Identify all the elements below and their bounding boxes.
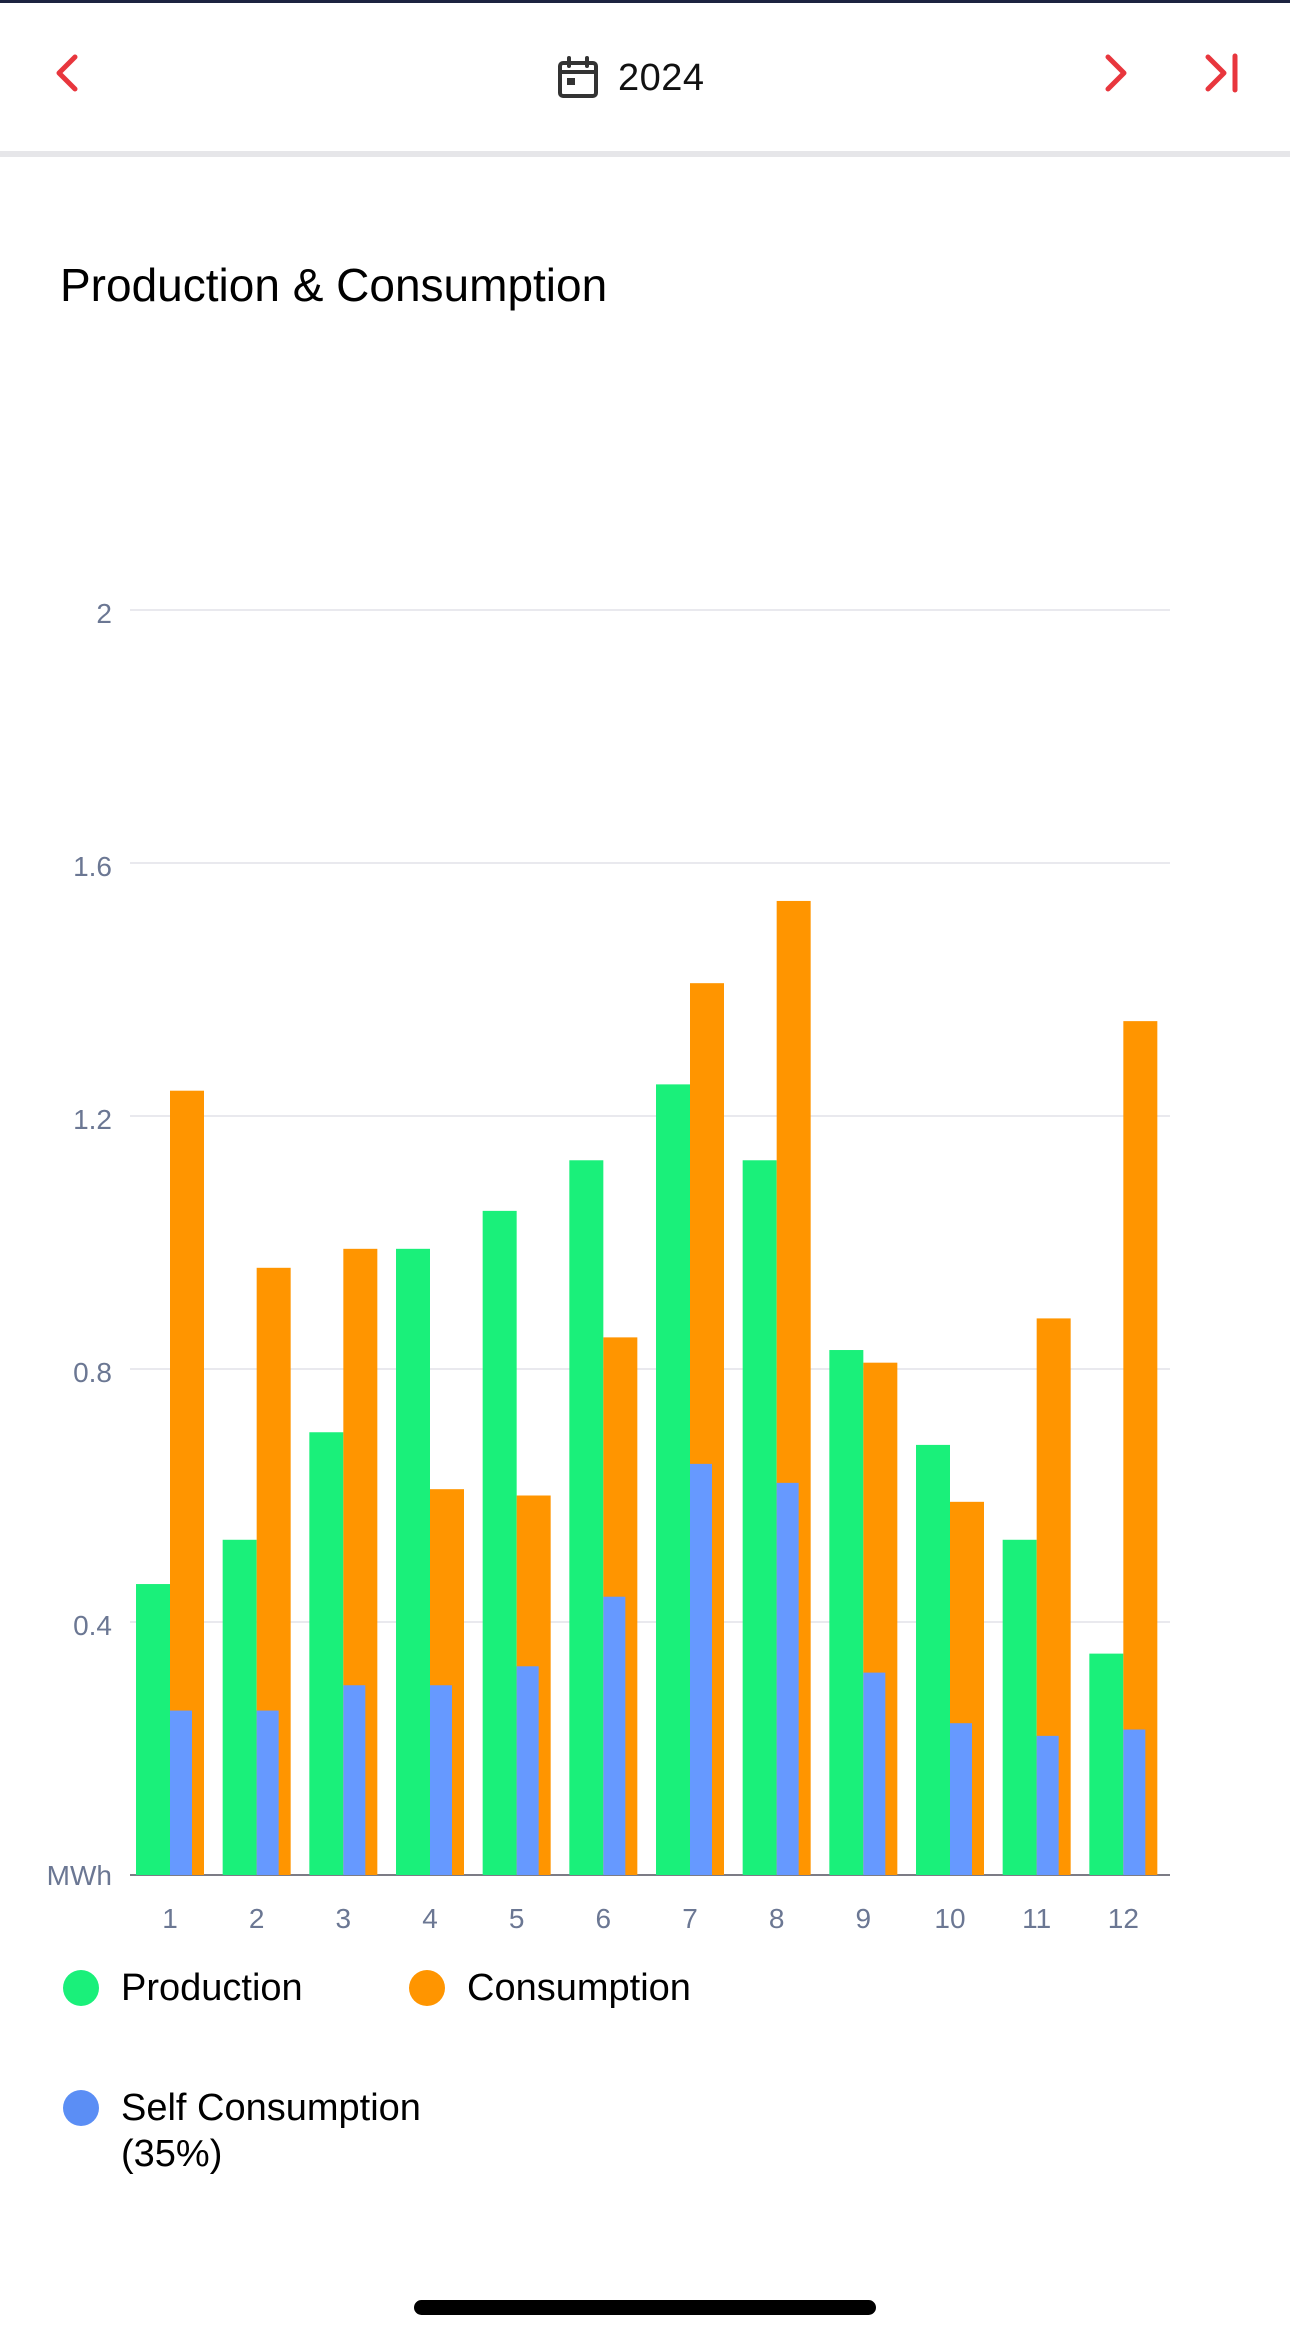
bar-self-consumption bbox=[1036, 1735, 1059, 1875]
bar-production bbox=[916, 1444, 950, 1875]
x-tick-label: 8 bbox=[769, 1903, 785, 1934]
last-period-button[interactable] bbox=[1182, 33, 1262, 113]
y-tick-label: 1.6 bbox=[73, 851, 112, 882]
bar-production bbox=[309, 1432, 344, 1875]
bar-self-consumption bbox=[690, 1463, 712, 1875]
status-bar-edge bbox=[0, 0, 1290, 3]
bar-production bbox=[222, 1539, 257, 1875]
bar-self-consumption bbox=[343, 1685, 366, 1875]
bar-production bbox=[656, 1084, 690, 1875]
y-unit-label: MWh bbox=[47, 1860, 112, 1891]
bar-production bbox=[569, 1160, 604, 1875]
x-tick-label: 9 bbox=[856, 1903, 872, 1934]
year-selector[interactable]: 2024 bbox=[556, 53, 705, 103]
legend-self-consumption[interactable]: Self Consumption (35%) bbox=[63, 2085, 421, 2177]
production-legend-dot bbox=[63, 1970, 99, 2006]
self-consumption-legend-label: Self Consumption (35%) bbox=[121, 2085, 421, 2177]
x-tick-label: 6 bbox=[596, 1903, 612, 1934]
bar-production bbox=[482, 1210, 517, 1875]
x-tick-label: 5 bbox=[509, 1903, 525, 1934]
bar-production bbox=[829, 1350, 864, 1875]
y-tick-label: 2 bbox=[96, 598, 112, 629]
production-legend-label: Production bbox=[121, 1967, 303, 2009]
bar-production bbox=[136, 1584, 170, 1875]
bars-layer bbox=[136, 900, 1158, 1875]
year-label: 2024 bbox=[618, 56, 705, 99]
x-tick-label: 3 bbox=[336, 1903, 352, 1934]
bar-self-consumption bbox=[603, 1596, 626, 1875]
legend-production[interactable]: Production bbox=[63, 1965, 303, 2011]
bar-production bbox=[1089, 1653, 1124, 1875]
chevron-right-icon bbox=[1105, 54, 1127, 92]
x-tick-label: 2 bbox=[249, 1903, 265, 1934]
y-tick-label: 0.4 bbox=[73, 1610, 112, 1641]
consumption-legend-label: Consumption bbox=[467, 1967, 691, 2009]
legend-consumption[interactable]: Consumption bbox=[409, 1965, 691, 2011]
skip-to-end-icon bbox=[1205, 53, 1238, 93]
y-tick-label: 1.2 bbox=[73, 1104, 112, 1135]
grid-layer bbox=[130, 609, 1170, 1876]
previous-period-button[interactable] bbox=[27, 33, 107, 113]
bar-self-consumption bbox=[170, 1710, 192, 1875]
self-consumption-legend-name: Self Consumption bbox=[121, 2087, 421, 2129]
calendar-icon bbox=[558, 56, 598, 98]
x-tick-label: 7 bbox=[682, 1903, 698, 1934]
bar-self-consumption bbox=[863, 1672, 886, 1875]
bar-self-consumption bbox=[1123, 1729, 1146, 1875]
next-period-button[interactable] bbox=[1076, 33, 1156, 113]
self-consumption-percentage: (35%) bbox=[121, 2133, 223, 2175]
y-tick-label: 0.8 bbox=[73, 1357, 112, 1388]
self-consumption-legend-dot bbox=[63, 2090, 99, 2126]
date-navigation-bar: 2024 bbox=[0, 3, 1290, 157]
home-indicator bbox=[414, 2300, 876, 2315]
bar-self-consumption bbox=[516, 1666, 539, 1875]
x-tick-label: 12 bbox=[1108, 1903, 1139, 1934]
bar-production bbox=[396, 1248, 430, 1875]
bar-production bbox=[742, 1160, 777, 1875]
bar-self-consumption bbox=[776, 1482, 799, 1875]
x-tick-label: 10 bbox=[934, 1903, 965, 1934]
chart-title: Production & Consumption bbox=[60, 259, 608, 311]
bar-self-consumption bbox=[256, 1710, 279, 1875]
x-tick-label: 11 bbox=[1022, 1903, 1051, 1934]
bar-self-consumption bbox=[950, 1723, 972, 1875]
chevron-left-icon bbox=[56, 54, 78, 92]
bar-self-consumption bbox=[430, 1685, 452, 1875]
consumption-legend-dot bbox=[409, 1970, 445, 2006]
x-tick-label: 1 bbox=[162, 1903, 178, 1934]
x-tick-label: 4 bbox=[422, 1903, 438, 1934]
bar-production bbox=[1002, 1539, 1037, 1875]
